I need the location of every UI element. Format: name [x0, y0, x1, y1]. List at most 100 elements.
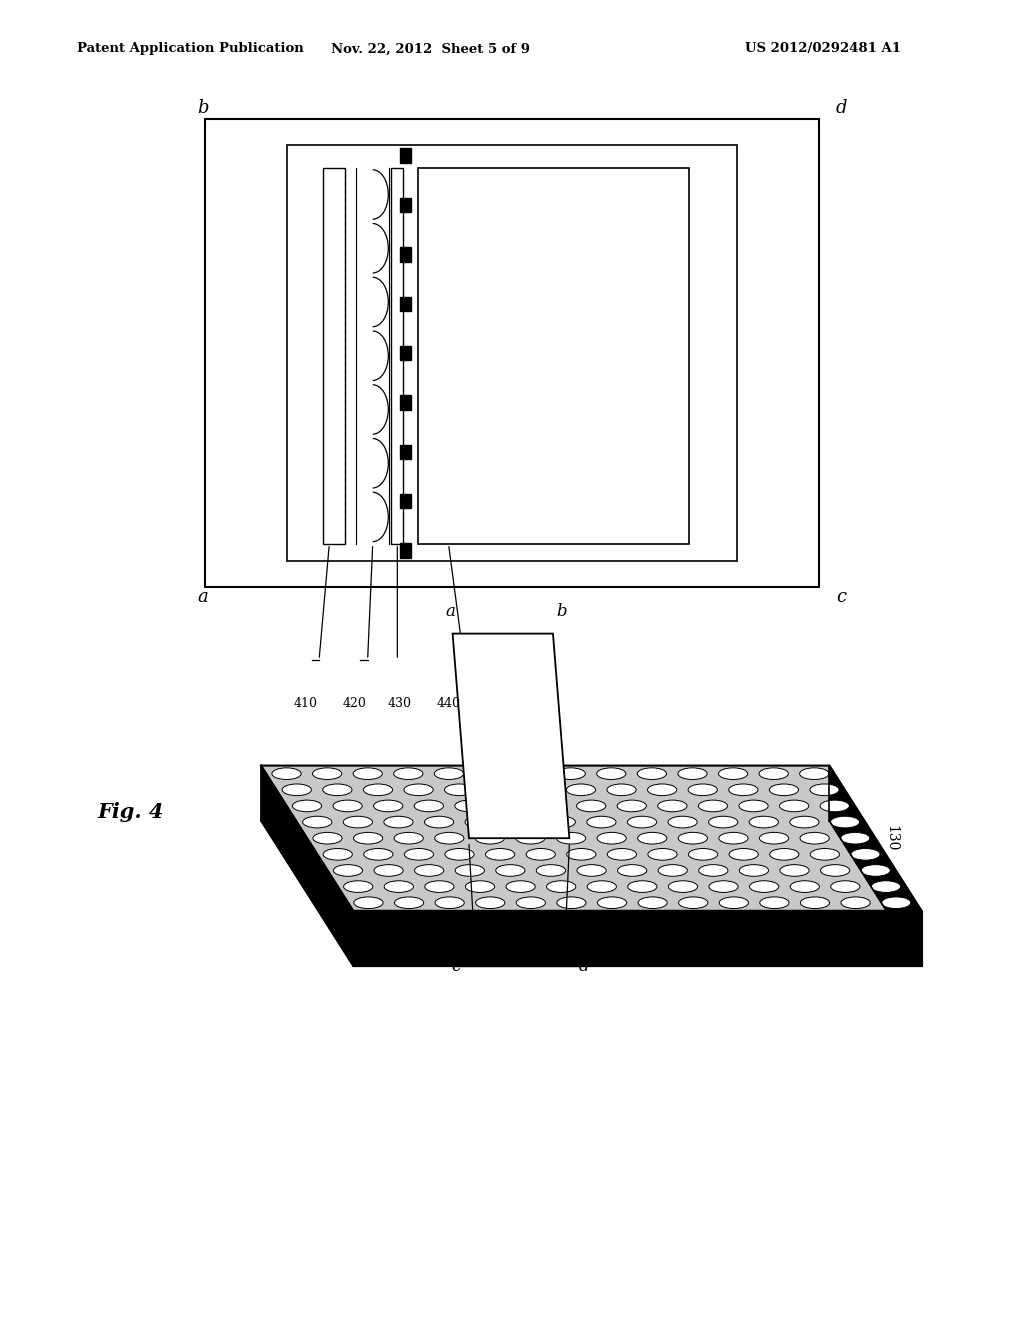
Ellipse shape — [444, 849, 474, 861]
Ellipse shape — [637, 768, 667, 780]
Ellipse shape — [647, 784, 677, 796]
Text: d: d — [579, 958, 589, 974]
Ellipse shape — [657, 800, 687, 812]
Polygon shape — [261, 766, 922, 911]
Ellipse shape — [577, 865, 606, 876]
Ellipse shape — [475, 768, 504, 780]
Ellipse shape — [506, 880, 536, 892]
Ellipse shape — [374, 865, 403, 876]
Ellipse shape — [587, 816, 616, 828]
Ellipse shape — [354, 896, 383, 908]
Bar — [399, 445, 412, 459]
Text: Fig. 4: Fig. 4 — [97, 801, 164, 822]
Ellipse shape — [566, 849, 596, 861]
Ellipse shape — [729, 784, 758, 796]
Ellipse shape — [597, 833, 627, 843]
Ellipse shape — [537, 865, 565, 876]
Ellipse shape — [353, 833, 383, 843]
Ellipse shape — [475, 896, 505, 908]
Text: US 2012/0292481 A1: US 2012/0292481 A1 — [745, 42, 901, 55]
Text: 440: 440 — [436, 697, 461, 710]
Ellipse shape — [638, 833, 667, 843]
Ellipse shape — [465, 816, 495, 828]
Text: d: d — [836, 99, 848, 117]
Ellipse shape — [557, 896, 586, 908]
Ellipse shape — [525, 784, 555, 796]
Ellipse shape — [648, 849, 677, 861]
Ellipse shape — [658, 865, 687, 876]
Ellipse shape — [810, 849, 840, 861]
Text: Nov. 22, 2012  Sheet 5 of 9: Nov. 22, 2012 Sheet 5 of 9 — [331, 42, 529, 55]
Ellipse shape — [871, 880, 900, 892]
Ellipse shape — [790, 816, 819, 828]
Ellipse shape — [719, 833, 749, 843]
Ellipse shape — [628, 816, 656, 828]
Ellipse shape — [719, 896, 749, 908]
Ellipse shape — [739, 865, 769, 876]
Ellipse shape — [556, 833, 586, 843]
Text: b: b — [556, 603, 566, 620]
Bar — [399, 494, 412, 508]
Ellipse shape — [547, 880, 575, 892]
Ellipse shape — [750, 816, 778, 828]
Ellipse shape — [597, 768, 626, 780]
Ellipse shape — [759, 768, 788, 780]
Ellipse shape — [841, 896, 870, 908]
Ellipse shape — [780, 865, 809, 876]
Ellipse shape — [638, 896, 668, 908]
Ellipse shape — [810, 784, 839, 796]
Ellipse shape — [496, 865, 525, 876]
Ellipse shape — [688, 784, 718, 796]
Ellipse shape — [343, 816, 373, 828]
Bar — [399, 346, 412, 360]
Ellipse shape — [628, 880, 657, 892]
Ellipse shape — [313, 833, 342, 843]
Ellipse shape — [607, 784, 636, 796]
Text: b: b — [197, 99, 209, 117]
Ellipse shape — [496, 800, 524, 812]
Ellipse shape — [465, 880, 495, 892]
Bar — [205, 119, 819, 587]
Ellipse shape — [526, 849, 555, 861]
Ellipse shape — [283, 784, 311, 796]
Ellipse shape — [384, 880, 414, 892]
Ellipse shape — [455, 800, 484, 812]
Ellipse shape — [587, 880, 616, 892]
Bar — [391, 168, 403, 544]
Ellipse shape — [374, 800, 402, 812]
Ellipse shape — [334, 865, 362, 876]
Ellipse shape — [353, 768, 382, 780]
Ellipse shape — [424, 816, 454, 828]
Text: 420: 420 — [342, 697, 367, 710]
Ellipse shape — [698, 800, 728, 812]
Ellipse shape — [861, 865, 890, 876]
Ellipse shape — [577, 800, 606, 812]
Bar — [323, 168, 345, 544]
Ellipse shape — [597, 896, 627, 908]
Ellipse shape — [516, 896, 546, 908]
Ellipse shape — [566, 784, 596, 796]
Ellipse shape — [312, 768, 342, 780]
Ellipse shape — [384, 816, 413, 828]
Ellipse shape — [333, 800, 362, 812]
Ellipse shape — [607, 849, 637, 861]
Ellipse shape — [678, 768, 708, 780]
Ellipse shape — [729, 849, 759, 861]
Text: a: a — [445, 603, 456, 620]
Ellipse shape — [820, 800, 849, 812]
Ellipse shape — [444, 784, 474, 796]
Ellipse shape — [556, 768, 586, 780]
Ellipse shape — [393, 768, 423, 780]
Ellipse shape — [364, 849, 393, 861]
Ellipse shape — [414, 800, 443, 812]
Ellipse shape — [709, 816, 738, 828]
Bar — [399, 544, 412, 557]
Text: a: a — [198, 587, 208, 606]
Ellipse shape — [851, 849, 880, 861]
Ellipse shape — [404, 849, 433, 861]
Ellipse shape — [882, 896, 910, 908]
Text: c: c — [837, 587, 847, 606]
Ellipse shape — [515, 768, 545, 780]
Ellipse shape — [688, 849, 718, 861]
Ellipse shape — [801, 896, 829, 908]
